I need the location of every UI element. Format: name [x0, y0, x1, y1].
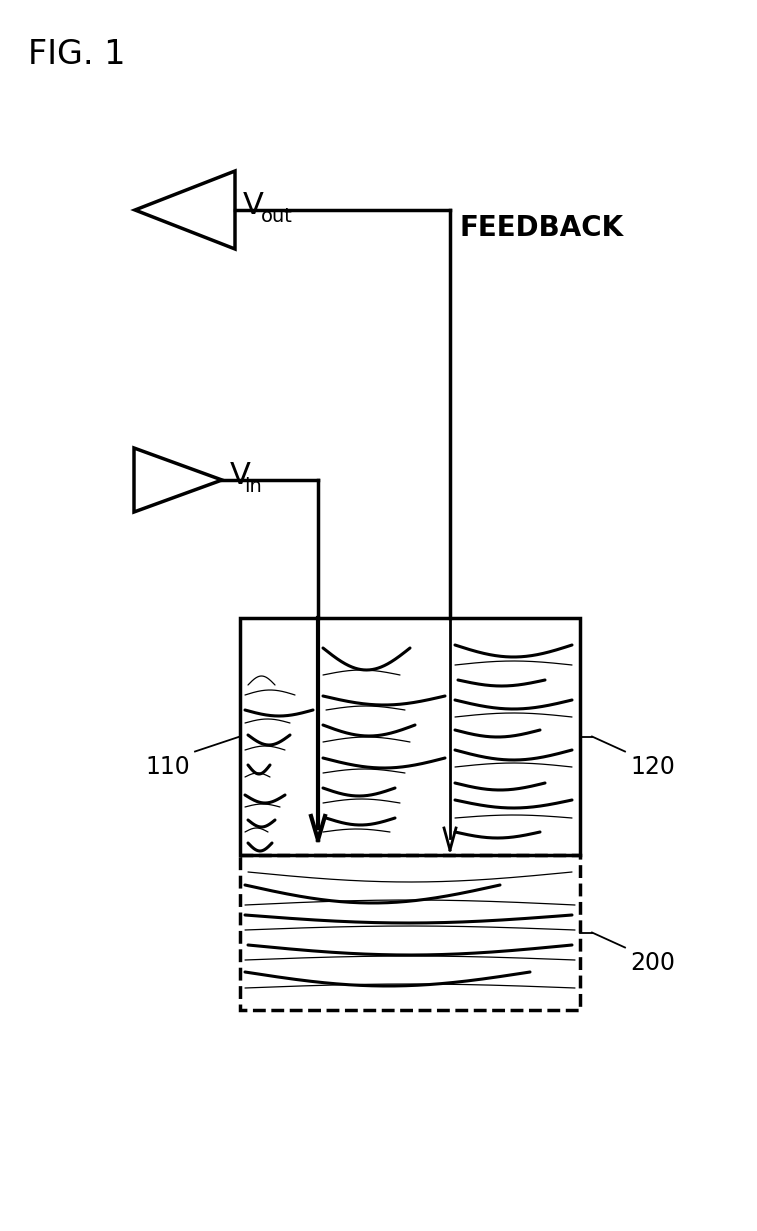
Text: FIG. 1: FIG. 1 — [28, 38, 126, 71]
Bar — [240, 856, 580, 1009]
Bar — [240, 618, 580, 856]
Text: V: V — [230, 460, 251, 490]
Text: in: in — [244, 478, 262, 496]
Text: 120: 120 — [630, 755, 675, 778]
Text: 200: 200 — [630, 950, 675, 975]
Text: out: out — [261, 208, 293, 227]
Text: 110: 110 — [145, 755, 190, 778]
Text: FEEDBACK: FEEDBACK — [460, 214, 624, 243]
Text: V: V — [243, 191, 264, 219]
